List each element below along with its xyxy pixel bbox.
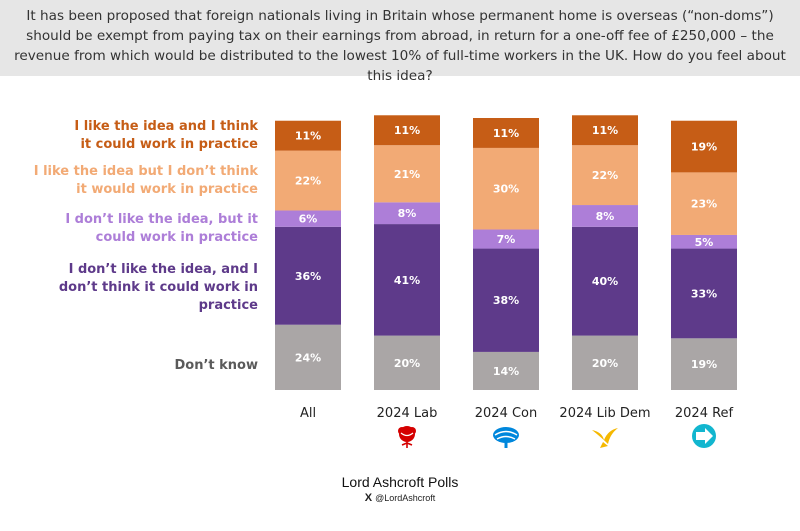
bar-segment-all-0 (275, 324, 341, 390)
twitter-handle: @LordAshcroft (375, 493, 436, 503)
data-label-2024-con-1: 38% (493, 294, 519, 307)
x-tick-label-2024-ref: 2024 Ref (675, 406, 734, 421)
data-label-all-3: 22% (295, 175, 321, 188)
data-label-2024-ref-3: 23% (691, 198, 717, 211)
data-label-2024-lab-1: 41% (394, 274, 420, 287)
rose-petal-line (400, 432, 414, 437)
bird-tail (600, 442, 608, 448)
rose-stem (401, 442, 413, 448)
data-label-all-0: 24% (295, 351, 321, 364)
data-label-2024-lib-dem-4: 11% (592, 124, 618, 137)
bar-segment-2024-con-4 (473, 118, 539, 148)
tree-trunk (504, 442, 508, 448)
bar-segment-2024-lab-1 (374, 224, 440, 336)
data-label-2024-ref-1: 33% (691, 287, 717, 300)
data-label-all-4: 11% (295, 130, 321, 143)
data-label-2024-lab-4: 11% (394, 124, 420, 137)
bar-segment-2024-ref-3 (671, 172, 737, 235)
footer-handle: X @LordAshcroft (0, 492, 800, 504)
bar-segment-all-1 (275, 226, 341, 325)
bar-segment-all-4 (275, 120, 341, 151)
bar-segment-2024-lib-dem-4 (572, 115, 638, 146)
legend-label-like-could-work: I like the idea and I think it could work… (74, 119, 258, 152)
footer-brand: Lord Ashcroft Polls (341, 474, 459, 490)
reform-arrow (696, 428, 713, 444)
bird-wings (592, 428, 618, 444)
data-label-2024-lab-3: 21% (394, 168, 420, 181)
tree-scribble (494, 430, 518, 440)
bar-segment-2024-lib-dem-0 (572, 335, 638, 390)
bar-segment-2024-ref-0 (671, 338, 737, 390)
data-label-2024-con-4: 11% (493, 127, 519, 140)
bar-segment-2024-ref-1 (671, 248, 737, 339)
bar-segment-2024-lab-3 (374, 145, 440, 203)
data-label-all-1: 36% (295, 270, 321, 283)
bar-segment-2024-con-0 (473, 351, 539, 390)
data-label-2024-lib-dem-2: 8% (596, 210, 615, 223)
data-label-2024-ref-4: 19% (691, 141, 717, 154)
data-label-2024-con-0: 14% (493, 365, 519, 378)
data-label-2024-con-3: 30% (493, 183, 519, 196)
data-label-2024-lib-dem-3: 22% (592, 169, 618, 182)
bar-segment-2024-lab-2 (374, 202, 440, 225)
data-label-2024-ref-2: 5% (695, 236, 714, 249)
data-label-2024-lab-2: 8% (398, 207, 417, 220)
x-tick-label-2024-lib-dem: 2024 Lib Dem (559, 406, 650, 421)
legend-label-dont-know: Don’t know (174, 358, 259, 373)
bar-segment-all-3 (275, 150, 341, 211)
bar-segment-2024-con-2 (473, 229, 539, 249)
rose-petal-right (408, 427, 416, 435)
legend-label-like-would-not-work: I like the idea but I don’t think it woul… (33, 164, 258, 197)
bar-segment-2024-lab-0 (374, 335, 440, 390)
labour-rose-icon (398, 426, 416, 448)
data-label-all-2: 6% (299, 213, 318, 226)
bar-segment-2024-lab-4 (374, 115, 440, 146)
data-label-2024-con-2: 7% (497, 233, 516, 246)
bar-segment-2024-ref-4 (671, 120, 737, 173)
data-label-2024-lib-dem-0: 20% (592, 357, 618, 370)
tree-canopy (493, 427, 519, 443)
x-tick-label-all: All (300, 406, 316, 421)
bar-segment-2024-ref-2 (671, 234, 737, 249)
x-tick-label-2024-lab: 2024 Lab (377, 406, 438, 421)
x-logo-icon: X (364, 492, 373, 504)
reform-arrow-icon (692, 424, 716, 448)
bar-segment-2024-con-3 (473, 147, 539, 230)
bar-segment-2024-lib-dem-3 (572, 145, 638, 206)
bar-segment-2024-lib-dem-1 (572, 226, 638, 336)
bar-segment-2024-con-1 (473, 248, 539, 352)
data-label-2024-ref-0: 19% (691, 358, 717, 371)
bar-segment-all-2 (275, 210, 341, 227)
x-tick-label-2024-con: 2024 Con (475, 406, 538, 421)
libdem-bird-icon (592, 428, 618, 448)
legend-label-dislike-could-work: I don’t like the idea, but it could work … (65, 212, 258, 245)
rose-petal-left (398, 427, 406, 435)
conservative-tree-icon (493, 427, 519, 448)
data-label-2024-lab-0: 20% (394, 357, 420, 370)
data-label-2024-lib-dem-1: 40% (592, 275, 618, 288)
question-banner: It has been proposed that foreign nation… (0, 0, 800, 84)
bar-segment-2024-lib-dem-2 (572, 205, 638, 227)
